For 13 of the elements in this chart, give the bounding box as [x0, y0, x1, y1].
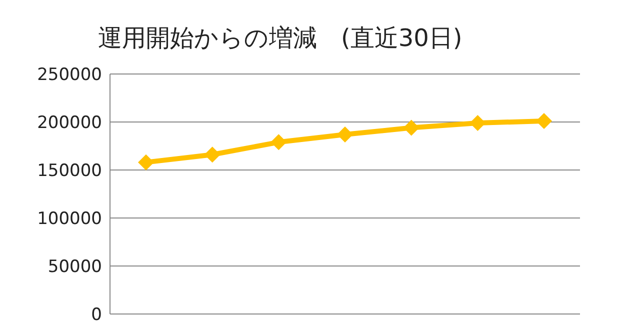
point — [337, 126, 353, 142]
y-tick-label: 100000 — [37, 209, 102, 230]
y-tick-label: 50000 — [48, 257, 102, 278]
point — [138, 154, 154, 170]
y-tick-label: 200000 — [37, 113, 102, 134]
point — [403, 120, 420, 136]
y-tick-label: 150000 — [37, 161, 102, 182]
chart-title: 運用開始からの増減 (直近30日) — [97, 23, 464, 54]
point — [270, 134, 287, 150]
point — [536, 113, 552, 130]
point — [204, 146, 220, 163]
y-tick-label: 0 — [91, 305, 102, 326]
y-tick-label: 250000 — [37, 65, 102, 86]
